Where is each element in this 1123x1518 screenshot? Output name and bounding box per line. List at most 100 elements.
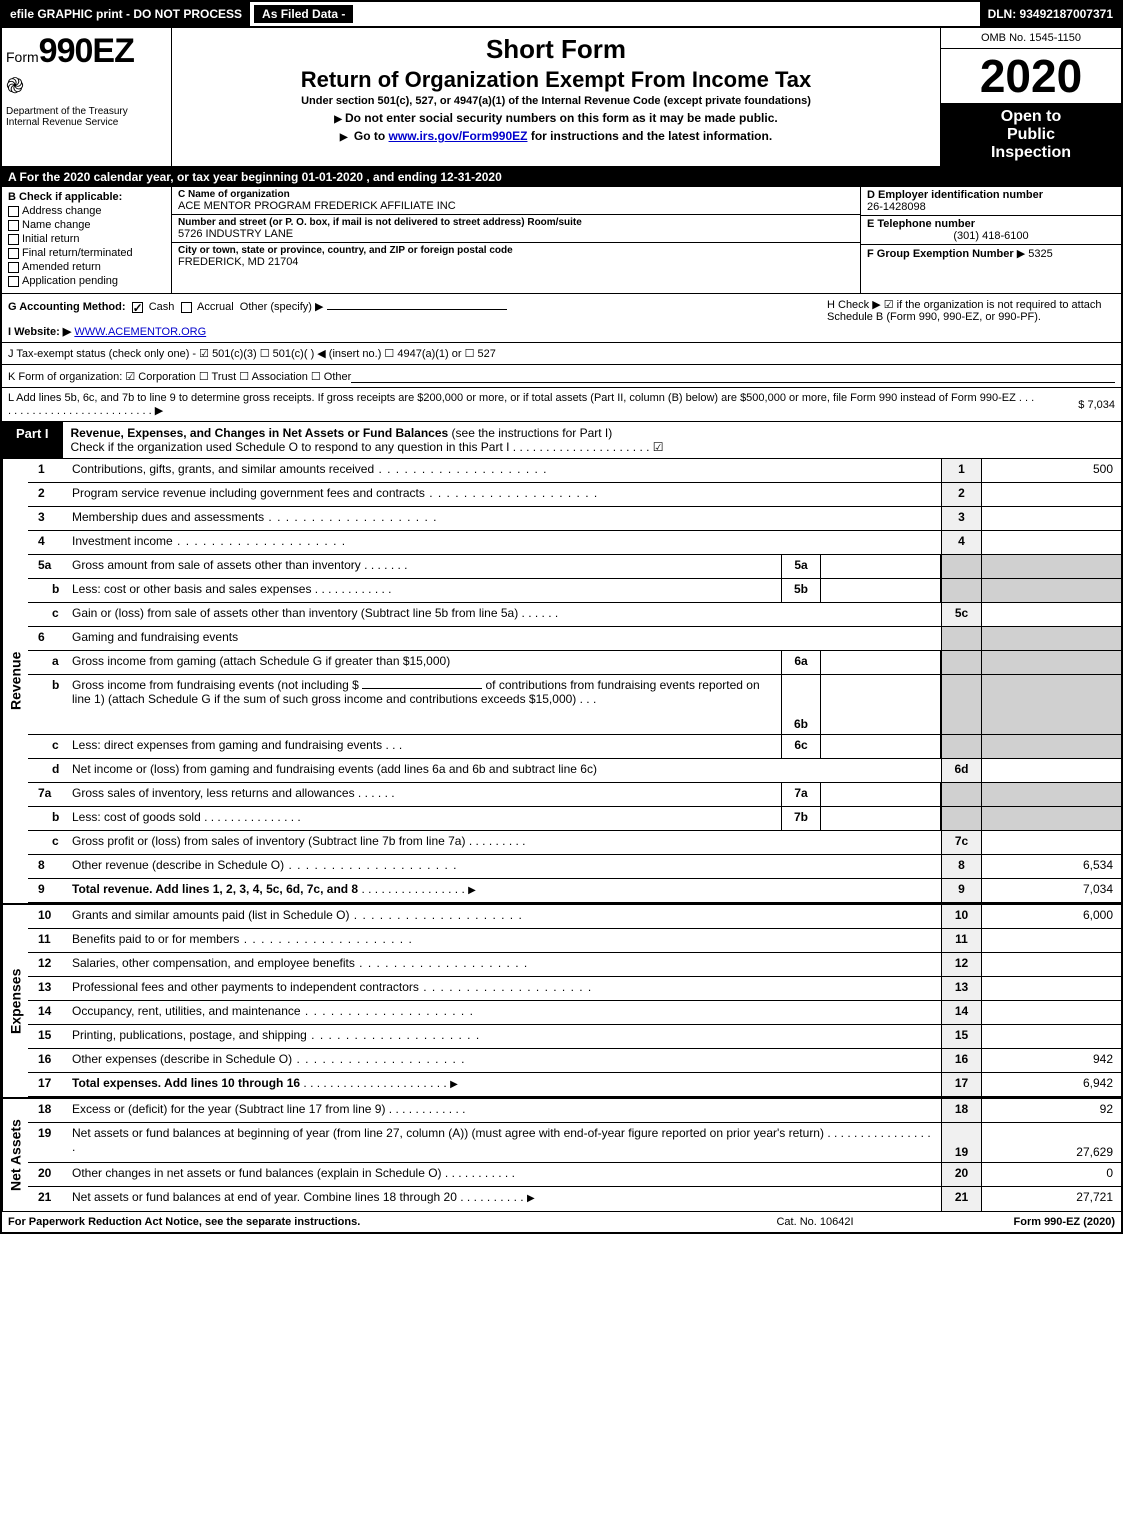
header-center: Short Form Return of Organization Exempt… [172, 28, 941, 166]
ein-label: D Employer identification number [867, 189, 1043, 201]
line-9: 9 Total revenue. Add lines 1, 2, 3, 4, 5… [28, 879, 1121, 903]
line-4: 4 Investment income 4 [28, 531, 1121, 555]
phone-label: E Telephone number [867, 218, 975, 230]
footer-center: Cat. No. 10642I [715, 1216, 915, 1228]
group-exemption-cell: F Group Exemption Number ▶ 5325 [861, 245, 1121, 262]
revenue-block: Revenue 1 Contributions, gifts, grants, … [2, 459, 1121, 903]
line-4-value [981, 531, 1121, 554]
line-3: 3 Membership dues and assessments 3 [28, 507, 1121, 531]
line-j-text: J Tax-exempt status (check only one) - ☑… [8, 347, 496, 360]
part-i-title: Revenue, Expenses, and Changes in Net As… [63, 422, 1121, 458]
check-final-return[interactable]: Final return/terminated [8, 247, 165, 259]
line-h: H Check ▶ ☑ if the organization is not r… [821, 294, 1121, 342]
org-city: FREDERICK, MD 21704 [178, 256, 854, 268]
group-exemption-label: F Group Exemption Number [867, 248, 1014, 260]
line-g-h: G Accounting Method: Cash Accrual Other … [2, 294, 1121, 343]
line-10-value: 6,000 [981, 905, 1121, 928]
revenue-lines: 1 Contributions, gifts, grants, and simi… [28, 459, 1121, 903]
line-14: 14 Occupancy, rent, utilities, and maint… [28, 1001, 1121, 1025]
line-2: 2 Program service revenue including gove… [28, 483, 1121, 507]
line-6b-value [821, 675, 941, 734]
line-8-value: 6,534 [981, 855, 1121, 878]
revenue-side-label: Revenue [2, 459, 28, 903]
line-7c: c Gross profit or (loss) from sales of i… [28, 831, 1121, 855]
line-6b-blank[interactable] [362, 688, 482, 689]
line-12: 12 Salaries, other compensation, and emp… [28, 953, 1121, 977]
check-name-change[interactable]: Name change [8, 219, 165, 231]
ein-value: 26-1428098 [867, 201, 926, 213]
line-7b-value [821, 807, 941, 830]
line-5c-value [981, 603, 1121, 626]
line-10: 10 Grants and similar amounts paid (list… [28, 905, 1121, 929]
line-1-value: 500 [981, 459, 1121, 482]
org-name: ACE MENTOR PROGRAM FREDERICK AFFILIATE I… [178, 200, 854, 212]
expenses-side-label: Expenses [2, 905, 28, 1097]
line-12-value [981, 953, 1121, 976]
expenses-lines: 10 Grants and similar amounts paid (list… [28, 905, 1121, 1097]
part-i-title-bold: Revenue, Expenses, and Changes in Net As… [71, 426, 449, 440]
irs-link[interactable]: www.irs.gov/Form990EZ [389, 129, 528, 143]
topbar: efile GRAPHIC print - DO NOT PROCESS As … [2, 2, 1121, 28]
line-5b-value [821, 579, 941, 602]
check-application-pending[interactable]: Application pending [8, 275, 165, 287]
part-i-label: Part I [2, 422, 63, 458]
line-6a-value [821, 651, 941, 674]
part-i-instr: (see the instructions for Part I) [452, 426, 613, 440]
line-l: L Add lines 5b, 6c, and 7b to line 9 to … [2, 388, 1121, 422]
org-address-cell: Number and street (or P. O. box, if mail… [172, 215, 860, 243]
line-5a: 5a Gross amount from sale of assets othe… [28, 555, 1121, 579]
check-cash[interactable] [132, 302, 143, 313]
line-9-value: 7,034 [981, 879, 1121, 902]
part-i-header: Part I Revenue, Expenses, and Changes in… [2, 422, 1121, 459]
line-7a: 7a Gross sales of inventory, less return… [28, 783, 1121, 807]
line-15: 15 Printing, publications, postage, and … [28, 1025, 1121, 1049]
form-prefix: Form [6, 49, 39, 65]
form-990ez-page: efile GRAPHIC print - DO NOT PROCESS As … [0, 0, 1123, 1234]
topbar-mid: As Filed Data - [252, 3, 355, 25]
line-j: J Tax-exempt status (check only one) - ☑… [2, 343, 1121, 365]
line-17: 17 Total expenses. Add lines 10 through … [28, 1073, 1121, 1097]
check-amended-return[interactable]: Amended return [8, 261, 165, 273]
dept-treasury: Department of the Treasury [6, 106, 167, 117]
goto-line: Go to www.irs.gov/Form990EZ for instruct… [180, 129, 932, 143]
line-6c-value [821, 735, 941, 758]
website-link[interactable]: WWW.ACEMENTOR.ORG [74, 326, 206, 338]
line-6b: b Gross income from fundraising events (… [28, 675, 1121, 735]
line-20: 20 Other changes in net assets or fund b… [28, 1163, 1121, 1187]
line-18: 18 Excess or (deficit) for the year (Sub… [28, 1099, 1121, 1123]
ssn-warning: Do not enter social security numbers on … [180, 111, 932, 125]
header-left: Form990EZ ֎ Department of the Treasury I… [2, 28, 172, 166]
org-name-label: C Name of organization [178, 189, 854, 200]
open-to-public: Open toPublicInspection [943, 108, 1119, 162]
subtitle: Under section 501(c), 527, or 4947(a)(1)… [180, 95, 932, 107]
check-address-change[interactable]: Address change [8, 205, 165, 217]
netassets-side-label: Net Assets [2, 1099, 28, 1211]
line-7c-value [981, 831, 1121, 854]
org-city-cell: City or town, state or province, country… [172, 243, 860, 270]
line-6d: d Net income or (loss) from gaming and f… [28, 759, 1121, 783]
section-b-through-f: B Check if applicable: Address change Na… [2, 187, 1121, 294]
check-initial-return[interactable]: Initial return [8, 233, 165, 245]
expenses-block: Expenses 10 Grants and similar amounts p… [2, 903, 1121, 1097]
group-exemption-value: 5325 [1028, 248, 1052, 260]
line-19: 19 Net assets or fund balances at beginn… [28, 1123, 1121, 1163]
ein-cell: D Employer identification number 26-1428… [861, 187, 1121, 216]
line-11: 11 Benefits paid to or for members 11 [28, 929, 1121, 953]
form-number: 990EZ [39, 32, 134, 70]
line-k-blank [351, 369, 1115, 383]
check-accrual[interactable] [181, 302, 192, 313]
form-number-block: Form990EZ [6, 32, 167, 71]
line-l-text: L Add lines 5b, 6c, and 7b to line 9 to … [8, 392, 1035, 417]
line-19-value: 27,629 [981, 1123, 1121, 1162]
section-c: C Name of organization ACE MENTOR PROGRA… [172, 187, 861, 293]
line-14-value [981, 1001, 1121, 1024]
treasury-seal-icon: ֎ [6, 71, 167, 100]
section-d-e-f: D Employer identification number 26-1428… [861, 187, 1121, 293]
other-blank[interactable] [327, 298, 507, 310]
line-g: G Accounting Method: Cash Accrual Other … [2, 294, 821, 342]
line-5b: b Less: cost or other basis and sales ex… [28, 579, 1121, 603]
org-address: 5726 INDUSTRY LANE [178, 228, 854, 240]
line-7a-value [821, 783, 941, 806]
arrow-icon: ▶ [1017, 248, 1025, 260]
netassets-lines: 18 Excess or (deficit) for the year (Sub… [28, 1099, 1121, 1211]
